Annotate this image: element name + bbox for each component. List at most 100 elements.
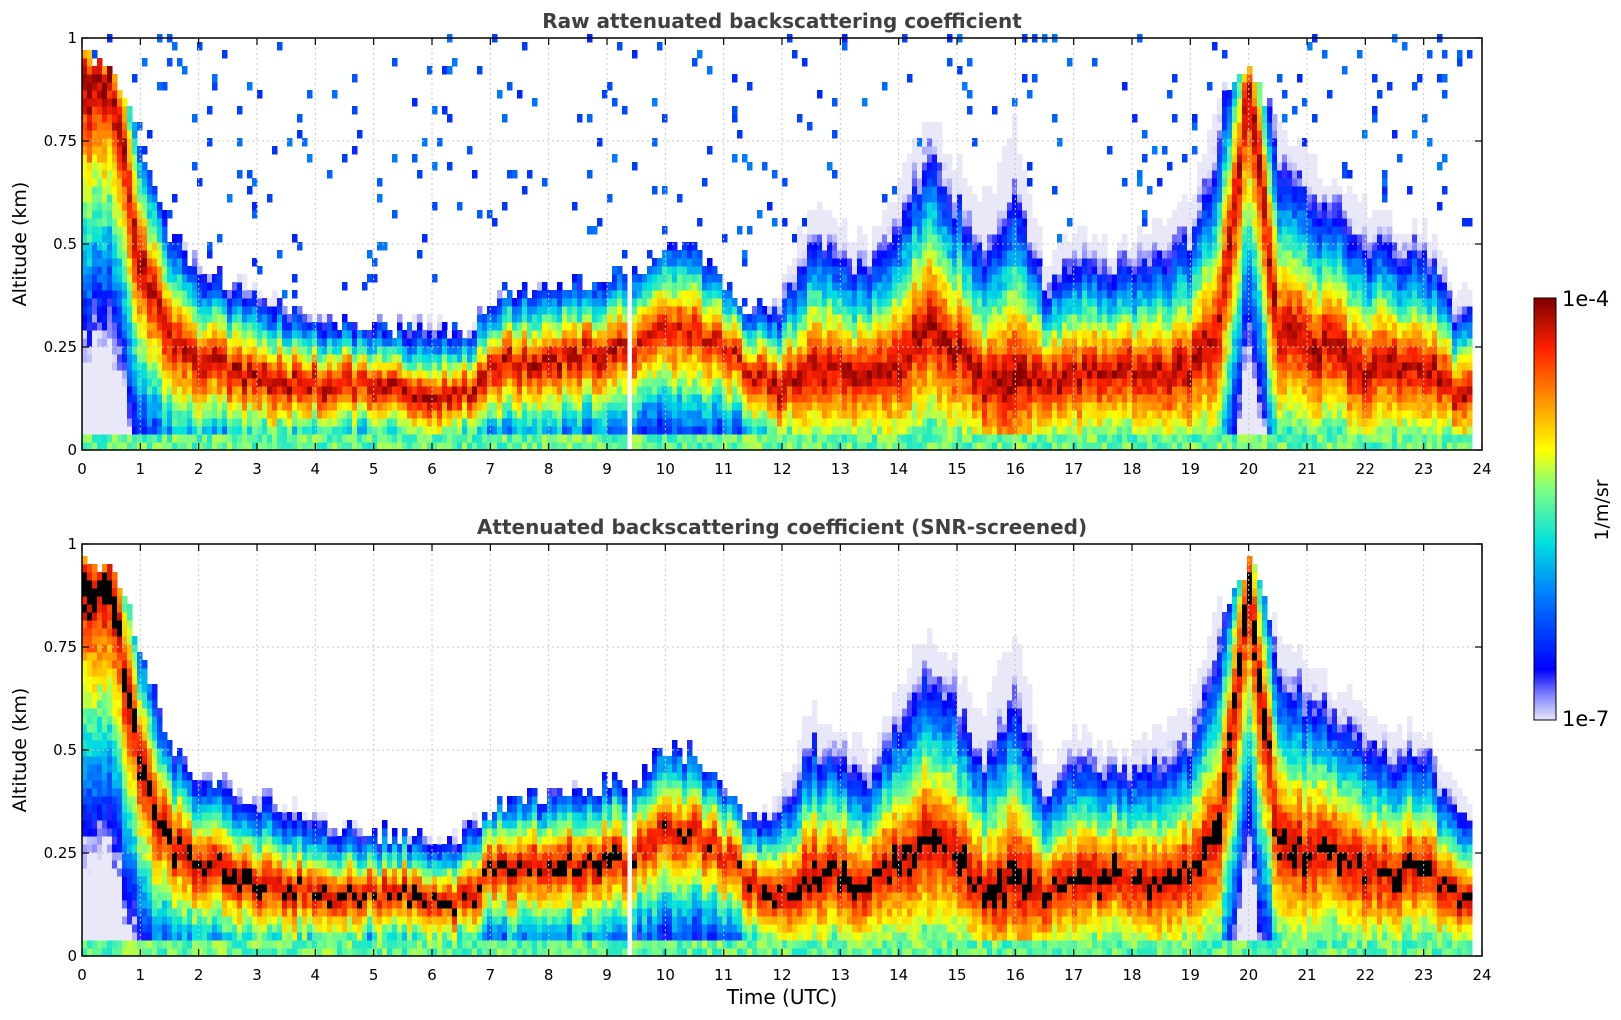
heatmap-cell bbox=[607, 354, 613, 363]
heatmap-cell bbox=[852, 330, 858, 339]
heatmap-cell bbox=[887, 210, 893, 219]
heatmap-cell bbox=[172, 378, 178, 387]
heatmap-cell bbox=[622, 362, 628, 371]
heatmap-cell bbox=[977, 274, 983, 283]
heatmap-cell bbox=[462, 418, 468, 427]
heatmap-cell bbox=[577, 426, 583, 435]
heatmap-cell bbox=[97, 370, 103, 379]
heatmap-cell bbox=[117, 282, 123, 291]
heatmap-cell bbox=[477, 434, 483, 443]
heatmap-cell bbox=[622, 410, 628, 419]
heatmap-cell bbox=[857, 322, 863, 331]
heatmap-cell bbox=[242, 426, 248, 435]
heatmap-cell bbox=[857, 290, 863, 299]
heatmap-cell bbox=[702, 322, 708, 331]
heatmap-cell bbox=[617, 402, 623, 411]
heatmap-cell bbox=[592, 354, 598, 363]
heatmap-cell bbox=[112, 178, 118, 187]
heatmap-cell bbox=[987, 226, 993, 235]
heatmap-cell bbox=[227, 338, 233, 347]
heatmap-cell bbox=[117, 362, 123, 371]
heatmap-cell bbox=[82, 354, 88, 363]
heatmap-cell bbox=[562, 322, 568, 331]
heatmap-cell bbox=[307, 90, 313, 99]
heatmap-cell bbox=[337, 338, 343, 347]
heatmap-cell bbox=[152, 426, 158, 435]
heatmap-cell bbox=[227, 330, 233, 339]
heatmap-cell bbox=[997, 434, 1003, 443]
heatmap-cell bbox=[567, 354, 573, 363]
heatmap-cell bbox=[672, 322, 678, 331]
heatmap-cell bbox=[982, 226, 988, 235]
heatmap-cell bbox=[202, 402, 208, 411]
heatmap-cell bbox=[607, 330, 613, 339]
heatmap-cell bbox=[422, 442, 428, 451]
heatmap-cell bbox=[147, 386, 153, 395]
heatmap-cell bbox=[802, 266, 808, 275]
heatmap-cell bbox=[522, 386, 528, 395]
heatmap-cell bbox=[277, 306, 283, 315]
heatmap-cell bbox=[352, 370, 358, 379]
heatmap-cell bbox=[272, 410, 278, 419]
heatmap-cell bbox=[837, 394, 843, 403]
heatmap-cell bbox=[502, 314, 508, 323]
heatmap-cell bbox=[272, 322, 278, 331]
heatmap-cell bbox=[932, 362, 938, 371]
heatmap-cell bbox=[192, 266, 198, 275]
heatmap-cell bbox=[852, 386, 858, 395]
heatmap-cell bbox=[912, 306, 918, 315]
heatmap-cell bbox=[647, 330, 653, 339]
heatmap-cell bbox=[997, 394, 1003, 403]
heatmap-cell bbox=[517, 370, 523, 379]
heatmap-cell bbox=[397, 314, 403, 323]
heatmap-cell bbox=[567, 410, 573, 419]
heatmap-area bbox=[82, 34, 1473, 451]
heatmap-cell bbox=[832, 306, 838, 315]
heatmap-cell bbox=[452, 394, 458, 403]
heatmap-cell bbox=[127, 322, 133, 331]
heatmap-cell bbox=[407, 362, 413, 371]
heatmap-cell bbox=[1012, 370, 1018, 379]
heatmap-cell bbox=[722, 338, 728, 347]
heatmap-cell bbox=[192, 378, 198, 387]
heatmap-cell bbox=[832, 378, 838, 387]
heatmap-cell bbox=[582, 290, 588, 299]
heatmap-cell bbox=[212, 386, 218, 395]
heatmap-cell bbox=[662, 354, 668, 363]
heatmap-cell bbox=[327, 426, 333, 435]
heatmap-cell bbox=[977, 210, 983, 219]
heatmap-cell bbox=[422, 378, 428, 387]
heatmap-cell bbox=[907, 162, 913, 171]
heatmap-cell bbox=[942, 162, 948, 171]
heatmap-cell bbox=[837, 354, 843, 363]
heatmap-cell bbox=[907, 442, 913, 451]
heatmap-cell bbox=[102, 210, 108, 219]
heatmap-cell bbox=[457, 418, 463, 427]
heatmap-cell bbox=[887, 322, 893, 331]
heatmap-cell bbox=[932, 282, 938, 291]
heatmap-cell bbox=[212, 354, 218, 363]
heatmap-cell bbox=[672, 426, 678, 435]
heatmap-cell bbox=[1002, 378, 1008, 387]
heatmap-cell bbox=[947, 154, 953, 163]
heatmap-cell bbox=[907, 242, 913, 251]
heatmap-cell bbox=[142, 362, 148, 371]
heatmap-cell bbox=[622, 330, 628, 339]
heatmap-cell bbox=[232, 330, 238, 339]
heatmap-cell bbox=[527, 426, 533, 435]
figure: Raw attenuated backscattering coefficien… bbox=[0, 0, 1621, 1020]
heatmap-cell bbox=[477, 378, 483, 387]
heatmap-cell bbox=[272, 290, 278, 299]
heatmap-cell bbox=[917, 258, 923, 267]
heatmap-cell bbox=[762, 442, 768, 451]
heatmap-cell bbox=[512, 394, 518, 403]
heatmap-cell bbox=[962, 338, 968, 347]
heatmap-cell bbox=[632, 402, 638, 411]
heatmap-cell bbox=[342, 434, 348, 443]
heatmap-cell bbox=[297, 426, 303, 435]
heatmap-cell bbox=[867, 274, 873, 283]
heatmap-cell bbox=[202, 338, 208, 347]
heatmap-cell bbox=[992, 426, 998, 435]
heatmap-cell bbox=[432, 162, 438, 171]
heatmap-cell bbox=[682, 354, 688, 363]
